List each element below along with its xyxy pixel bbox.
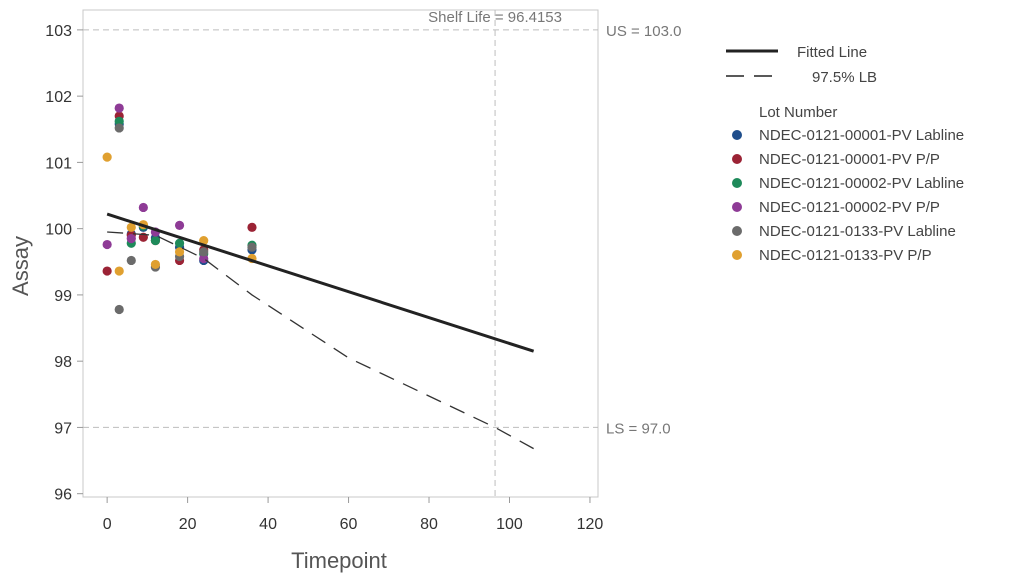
x-tick-label: 40 (259, 516, 277, 533)
legend-fitted-line-label: Fitted Line (797, 44, 867, 61)
data-point-series-4 (114, 103, 124, 113)
legend-lower-bound-label: 97.5% LB (812, 69, 877, 86)
data-point-series-4 (138, 202, 148, 213)
lower-spec-label: LS = 97.0 (606, 420, 671, 437)
data-point-series-5 (199, 247, 209, 257)
data-point-series-5 (114, 304, 124, 315)
legend-label-series-5: NDEC-0121-0133-PV Labline (759, 223, 956, 240)
legend-label-series-6: NDEC-0121-0133-PV P/P (759, 247, 932, 264)
legend: Fitted Line 97.5% LB Lot Number NDEC-012… (726, 44, 964, 264)
legend-label-series-1: NDEC-0121-00001-PV Labline (759, 127, 964, 144)
x-tick-label: 80 (420, 516, 438, 533)
legend-title: Lot Number (759, 104, 837, 121)
legend-marker-series-6 (732, 250, 742, 260)
x-tick-label: 0 (103, 516, 112, 533)
legend-marker-series-5 (732, 226, 742, 236)
legend-marker-series-4 (732, 202, 742, 212)
data-point-series-4 (102, 239, 112, 250)
data-point-series-3 (174, 238, 185, 248)
fitted-line (106, 212, 535, 353)
x-tick-label: 120 (577, 516, 604, 533)
data-point-series-5 (114, 123, 124, 133)
data-point-series-3 (114, 116, 124, 126)
data-point-series-2 (247, 222, 257, 232)
legend-label-series-2: NDEC-0121-00001-PV P/P (759, 151, 940, 168)
data-point-series-6 (150, 259, 161, 270)
x-tick-label: 100 (496, 516, 523, 533)
y-tick-label: 96 (54, 487, 72, 504)
x-tick-label: 20 (179, 516, 197, 533)
y-tick-label: 98 (54, 354, 72, 371)
y-tick-label: 99 (54, 288, 72, 305)
x-axis-title: Timepoint (291, 548, 387, 573)
y-tick-label: 102 (45, 89, 72, 106)
plot-frame (82, 9, 599, 498)
y-tick-label: 101 (45, 155, 72, 172)
legend-label-series-3: NDEC-0121-00002-PV Labline (759, 175, 964, 192)
data-point-series-3 (150, 235, 161, 246)
y-axis-title: Assay (8, 236, 33, 296)
shelf-life-label: Shelf Life = 96.4153 (428, 9, 562, 26)
x-tick-label: 60 (340, 516, 358, 533)
y-tick-label: 100 (45, 222, 72, 239)
legend-marker-series-1 (732, 130, 742, 140)
data-point-series-2 (102, 266, 112, 276)
y-tick-label: 103 (45, 23, 72, 40)
data-point-series-5 (126, 255, 136, 266)
legend-marker-series-3 (732, 178, 742, 188)
legend-marker-series-2 (732, 154, 742, 164)
data-point-series-4 (126, 233, 136, 244)
data-point-series-5 (247, 242, 257, 252)
lower-bound-line (107, 231, 534, 450)
upper-spec-label: US = 103.0 (606, 23, 681, 40)
data-point-series-6 (126, 222, 136, 232)
data-point-series-6 (174, 247, 185, 257)
data-point-series-6 (114, 266, 124, 276)
data-point-series-6 (102, 152, 112, 162)
y-tick-label: 97 (54, 420, 72, 437)
legend-label-series-4: NDEC-0121-00002-PV P/P (759, 199, 940, 216)
data-point-series-4 (174, 220, 185, 230)
